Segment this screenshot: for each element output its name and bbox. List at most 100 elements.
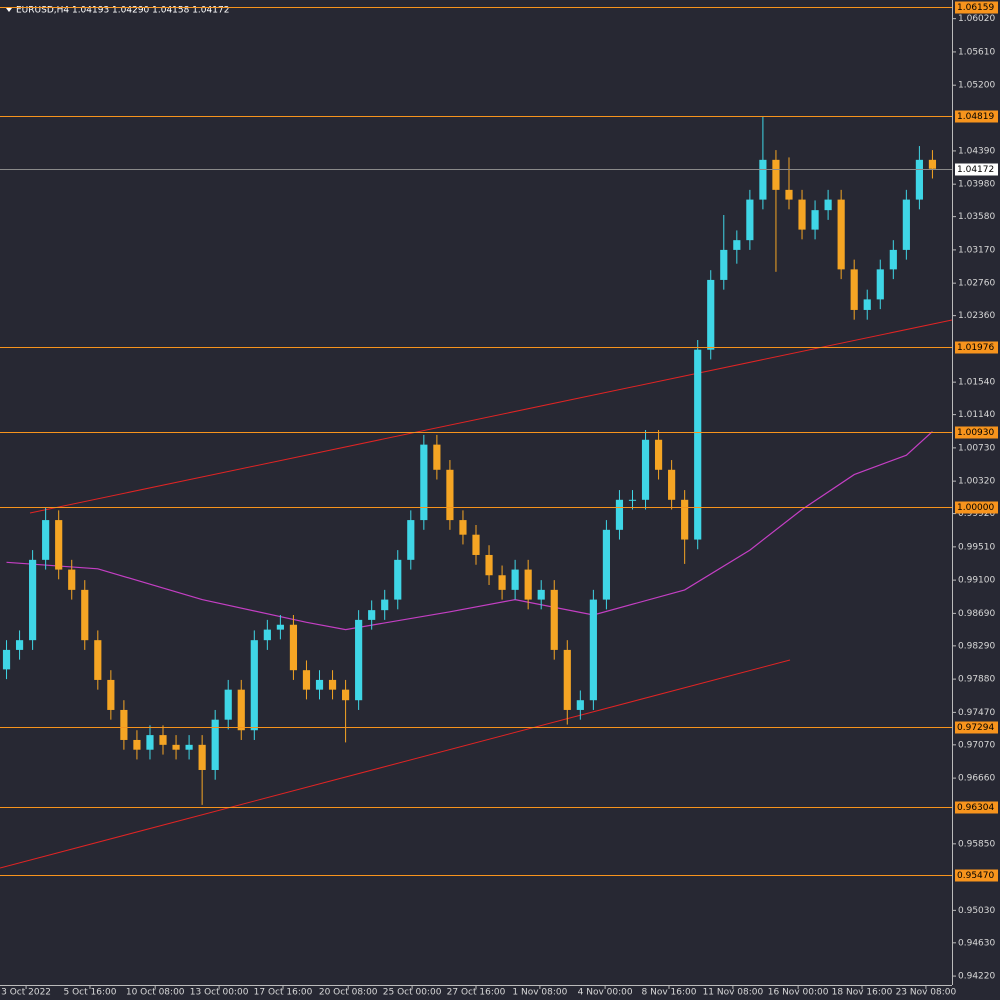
- level-label-box: [955, 801, 998, 814]
- x-tick-label: 20 Oct 08:00: [319, 988, 378, 998]
- candle-body: [811, 210, 819, 230]
- candle-body: [511, 569, 519, 590]
- candle-body: [224, 689, 232, 720]
- candle-body: [850, 269, 858, 310]
- candle-body: [928, 159, 937, 169]
- candle-body: [863, 299, 871, 310]
- candle-body: [250, 640, 258, 731]
- candle-body: [15, 640, 24, 650]
- candle-body: [746, 199, 754, 241]
- y-tick-label: 0.99920: [958, 509, 995, 519]
- candle-body: [29, 559, 37, 641]
- candle-body: [602, 529, 610, 600]
- candle-body: [381, 599, 389, 611]
- y-tick-label: 1.03980: [958, 180, 995, 190]
- candle-body: [55, 520, 63, 570]
- level-label-box: [955, 721, 998, 734]
- candle-body: [407, 520, 415, 560]
- candle-body: [263, 629, 271, 641]
- x-tick-label: 5 Oct 16:00: [64, 988, 117, 998]
- candle-body: [120, 709, 128, 740]
- candle-body: [641, 439, 650, 500]
- candle-body: [368, 610, 376, 620]
- y-tick-label: 1.03580: [958, 212, 995, 222]
- y-tick-label: 0.97470: [958, 708, 995, 718]
- candle-body: [328, 679, 337, 690]
- level-label: 0.95470: [957, 871, 994, 881]
- candle-body: [485, 554, 493, 576]
- candle-body: [2, 649, 11, 670]
- level-label: 0.97294: [957, 723, 994, 733]
- level-label: 1.00930: [957, 428, 994, 438]
- candle-body: [563, 649, 571, 710]
- y-tick-label: 1.02760: [958, 279, 995, 289]
- x-tick-label: 3 Oct 2022: [1, 988, 51, 998]
- candle-body: [211, 719, 219, 770]
- candle-body: [94, 640, 102, 680]
- candle-body: [876, 269, 884, 300]
- candle-body: [589, 599, 597, 701]
- candle-body: [537, 589, 545, 600]
- candle-body: [107, 679, 115, 710]
- chart-title: EURUSD,H4 1.04193 1.04290 1.04158 1.0417…: [16, 6, 229, 16]
- candle-body: [824, 199, 832, 211]
- candle-body: [315, 679, 324, 690]
- menu-arrow: [6, 8, 12, 12]
- candle-body: [615, 499, 624, 530]
- trend-line: [29, 319, 953, 514]
- trend-line: [0, 659, 791, 869]
- candle-body: [355, 619, 363, 701]
- level-label: 1.00000: [957, 503, 994, 513]
- y-tick-label: 0.98290: [958, 641, 995, 651]
- candle-body: [302, 670, 311, 690]
- level-label: 0.96304: [957, 803, 994, 813]
- candle-body: [772, 159, 780, 190]
- candle-body: [654, 439, 663, 470]
- y-tick-label: 1.06020: [958, 14, 995, 24]
- candle-body: [81, 589, 89, 641]
- level-label-box: [955, 501, 998, 514]
- level-label-box: [955, 110, 998, 123]
- x-tick-label: 23 Nov 08:00: [896, 988, 957, 998]
- y-tick-label: 0.98690: [958, 609, 995, 619]
- x-tick-label: 8 Nov 16:00: [642, 988, 697, 998]
- candle-body: [172, 744, 180, 750]
- candle-body: [798, 199, 806, 230]
- y-tick-label: 1.05200: [958, 81, 995, 91]
- current-price-box: [955, 163, 998, 176]
- y-tick-label: 1.03170: [958, 245, 995, 255]
- candle-body: [159, 735, 167, 745]
- y-tick-label: 1.01540: [958, 378, 995, 388]
- candle-body: [681, 499, 689, 540]
- y-tick-label: 0.95030: [958, 906, 995, 916]
- x-tick-label: 13 Oct 00:00: [190, 988, 249, 998]
- y-tick-label: 1.00320: [958, 477, 995, 487]
- candle-body: [576, 700, 584, 710]
- plot: [2, 116, 937, 805]
- y-tick-label: 0.95850: [958, 839, 995, 849]
- level-label-box: [955, 426, 998, 439]
- candle-body: [915, 159, 923, 200]
- candle-body: [733, 240, 741, 250]
- candle-body: [707, 279, 715, 350]
- level-label: 1.04819: [957, 112, 994, 122]
- candle-body: [198, 744, 206, 770]
- candle-body: [237, 689, 245, 731]
- x-tick-label: 16 Nov 00:00: [768, 988, 829, 998]
- candle-body: [550, 589, 558, 650]
- candle-body: [837, 199, 845, 270]
- candle-body: [720, 249, 728, 280]
- x-tick-label: 18 Nov 16:00: [832, 988, 893, 998]
- candle-body: [289, 624, 298, 671]
- candle-body: [459, 520, 467, 535]
- x-tick-label: 1 Nov 08:00: [512, 988, 567, 998]
- candle-body: [146, 735, 154, 750]
- level-label-box: [955, 1, 998, 14]
- candle-body: [902, 199, 910, 250]
- candle-body: [498, 575, 506, 590]
- y-tick-label: 0.97070: [958, 740, 995, 750]
- y-tick-label: 0.96660: [958, 774, 995, 784]
